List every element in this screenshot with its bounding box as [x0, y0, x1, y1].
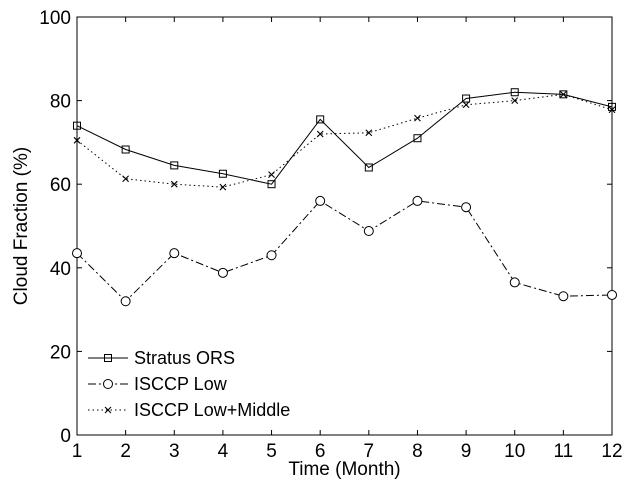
- data-point: [170, 161, 179, 170]
- y-axis-ticks: 0 20 40 60 80 100: [39, 8, 612, 447]
- plot-area: [76, 16, 613, 436]
- data-point: [607, 289, 617, 300]
- x-axis-title: Time (Month): [288, 459, 400, 480]
- data-point: [412, 195, 423, 206]
- x-tick-label: 3: [169, 441, 180, 462]
- data-point: [268, 171, 275, 178]
- data-point: [122, 175, 130, 183]
- data-point: [219, 183, 227, 191]
- series-line: [76, 91, 613, 185]
- data-point: [169, 248, 180, 259]
- data-point: [413, 134, 422, 143]
- data-point: [315, 195, 326, 206]
- data-point: [218, 169, 227, 178]
- data-point: [462, 101, 470, 109]
- data-point: [608, 102, 616, 111]
- data-point: [414, 114, 421, 122]
- y-tick-label: 60: [50, 175, 71, 196]
- x-tick-label: 10: [504, 441, 525, 462]
- data-point: [363, 226, 374, 237]
- data-point: [316, 115, 325, 124]
- legend-item: Stratus ORS: [88, 348, 235, 368]
- data-point: [510, 88, 519, 97]
- data-point: [462, 94, 471, 103]
- data-point: [608, 106, 616, 114]
- series-isccp-low: [72, 195, 617, 307]
- y-tick-label: 40: [50, 259, 71, 280]
- x-tick-label: 11: [553, 441, 573, 462]
- data-point: [511, 97, 519, 104]
- legend: Stratus ORS ISCCP Low ISCCP Low+Middle: [88, 348, 290, 420]
- x-tick-label: 4: [218, 441, 229, 462]
- x-tick-label: 5: [266, 441, 277, 462]
- series-stratus-ors: [73, 88, 616, 189]
- y-tick-label: 20: [50, 342, 71, 363]
- legend-label: ISCCP Low: [134, 374, 228, 394]
- data-point: [217, 267, 228, 278]
- series-line: [76, 93, 613, 188]
- data-point: [558, 291, 569, 302]
- y-tick-label: 100: [39, 8, 71, 29]
- x-axis-ticks: 1 2 3 4 5 6 7 8 9 10 11 12: [72, 17, 623, 462]
- y-tick-label: 0: [60, 426, 71, 447]
- y-axis-title: Cloud Fraction (%): [11, 147, 32, 305]
- x-tick-label: 7: [364, 441, 375, 462]
- data-point: [365, 129, 373, 137]
- data-point: [121, 145, 130, 154]
- data-point: [120, 296, 131, 307]
- data-point: [72, 248, 82, 259]
- x-tick-label: 8: [412, 441, 423, 462]
- legend-item: ISCCP Low+Middle: [88, 400, 290, 420]
- y-tick-label: 80: [50, 92, 71, 113]
- legend-item: ISCCP Low: [88, 374, 228, 394]
- legend-swatch-marker: [104, 406, 112, 414]
- data-point: [266, 250, 277, 261]
- x-tick-label: 6: [315, 441, 326, 462]
- data-point: [364, 163, 373, 172]
- legend-swatch-marker: [104, 354, 112, 362]
- x-tick-label: 2: [120, 441, 131, 462]
- data-point: [461, 202, 472, 213]
- data-point: [170, 180, 178, 188]
- legend-label: ISCCP Low+Middle: [134, 400, 290, 420]
- legend-swatch-marker: [103, 379, 113, 389]
- series-layer: [72, 88, 617, 307]
- data-point: [316, 130, 324, 138]
- x-tick-label: 12: [601, 441, 622, 462]
- x-tick-label: 9: [461, 441, 472, 462]
- data-point: [267, 180, 276, 189]
- series-line: [76, 200, 613, 302]
- x-tick-label: 1: [72, 441, 83, 462]
- data-point: [73, 121, 81, 130]
- data-point: [509, 277, 520, 288]
- data-point: [559, 90, 568, 99]
- data-point: [73, 136, 81, 144]
- legend-label: Stratus ORS: [134, 348, 235, 368]
